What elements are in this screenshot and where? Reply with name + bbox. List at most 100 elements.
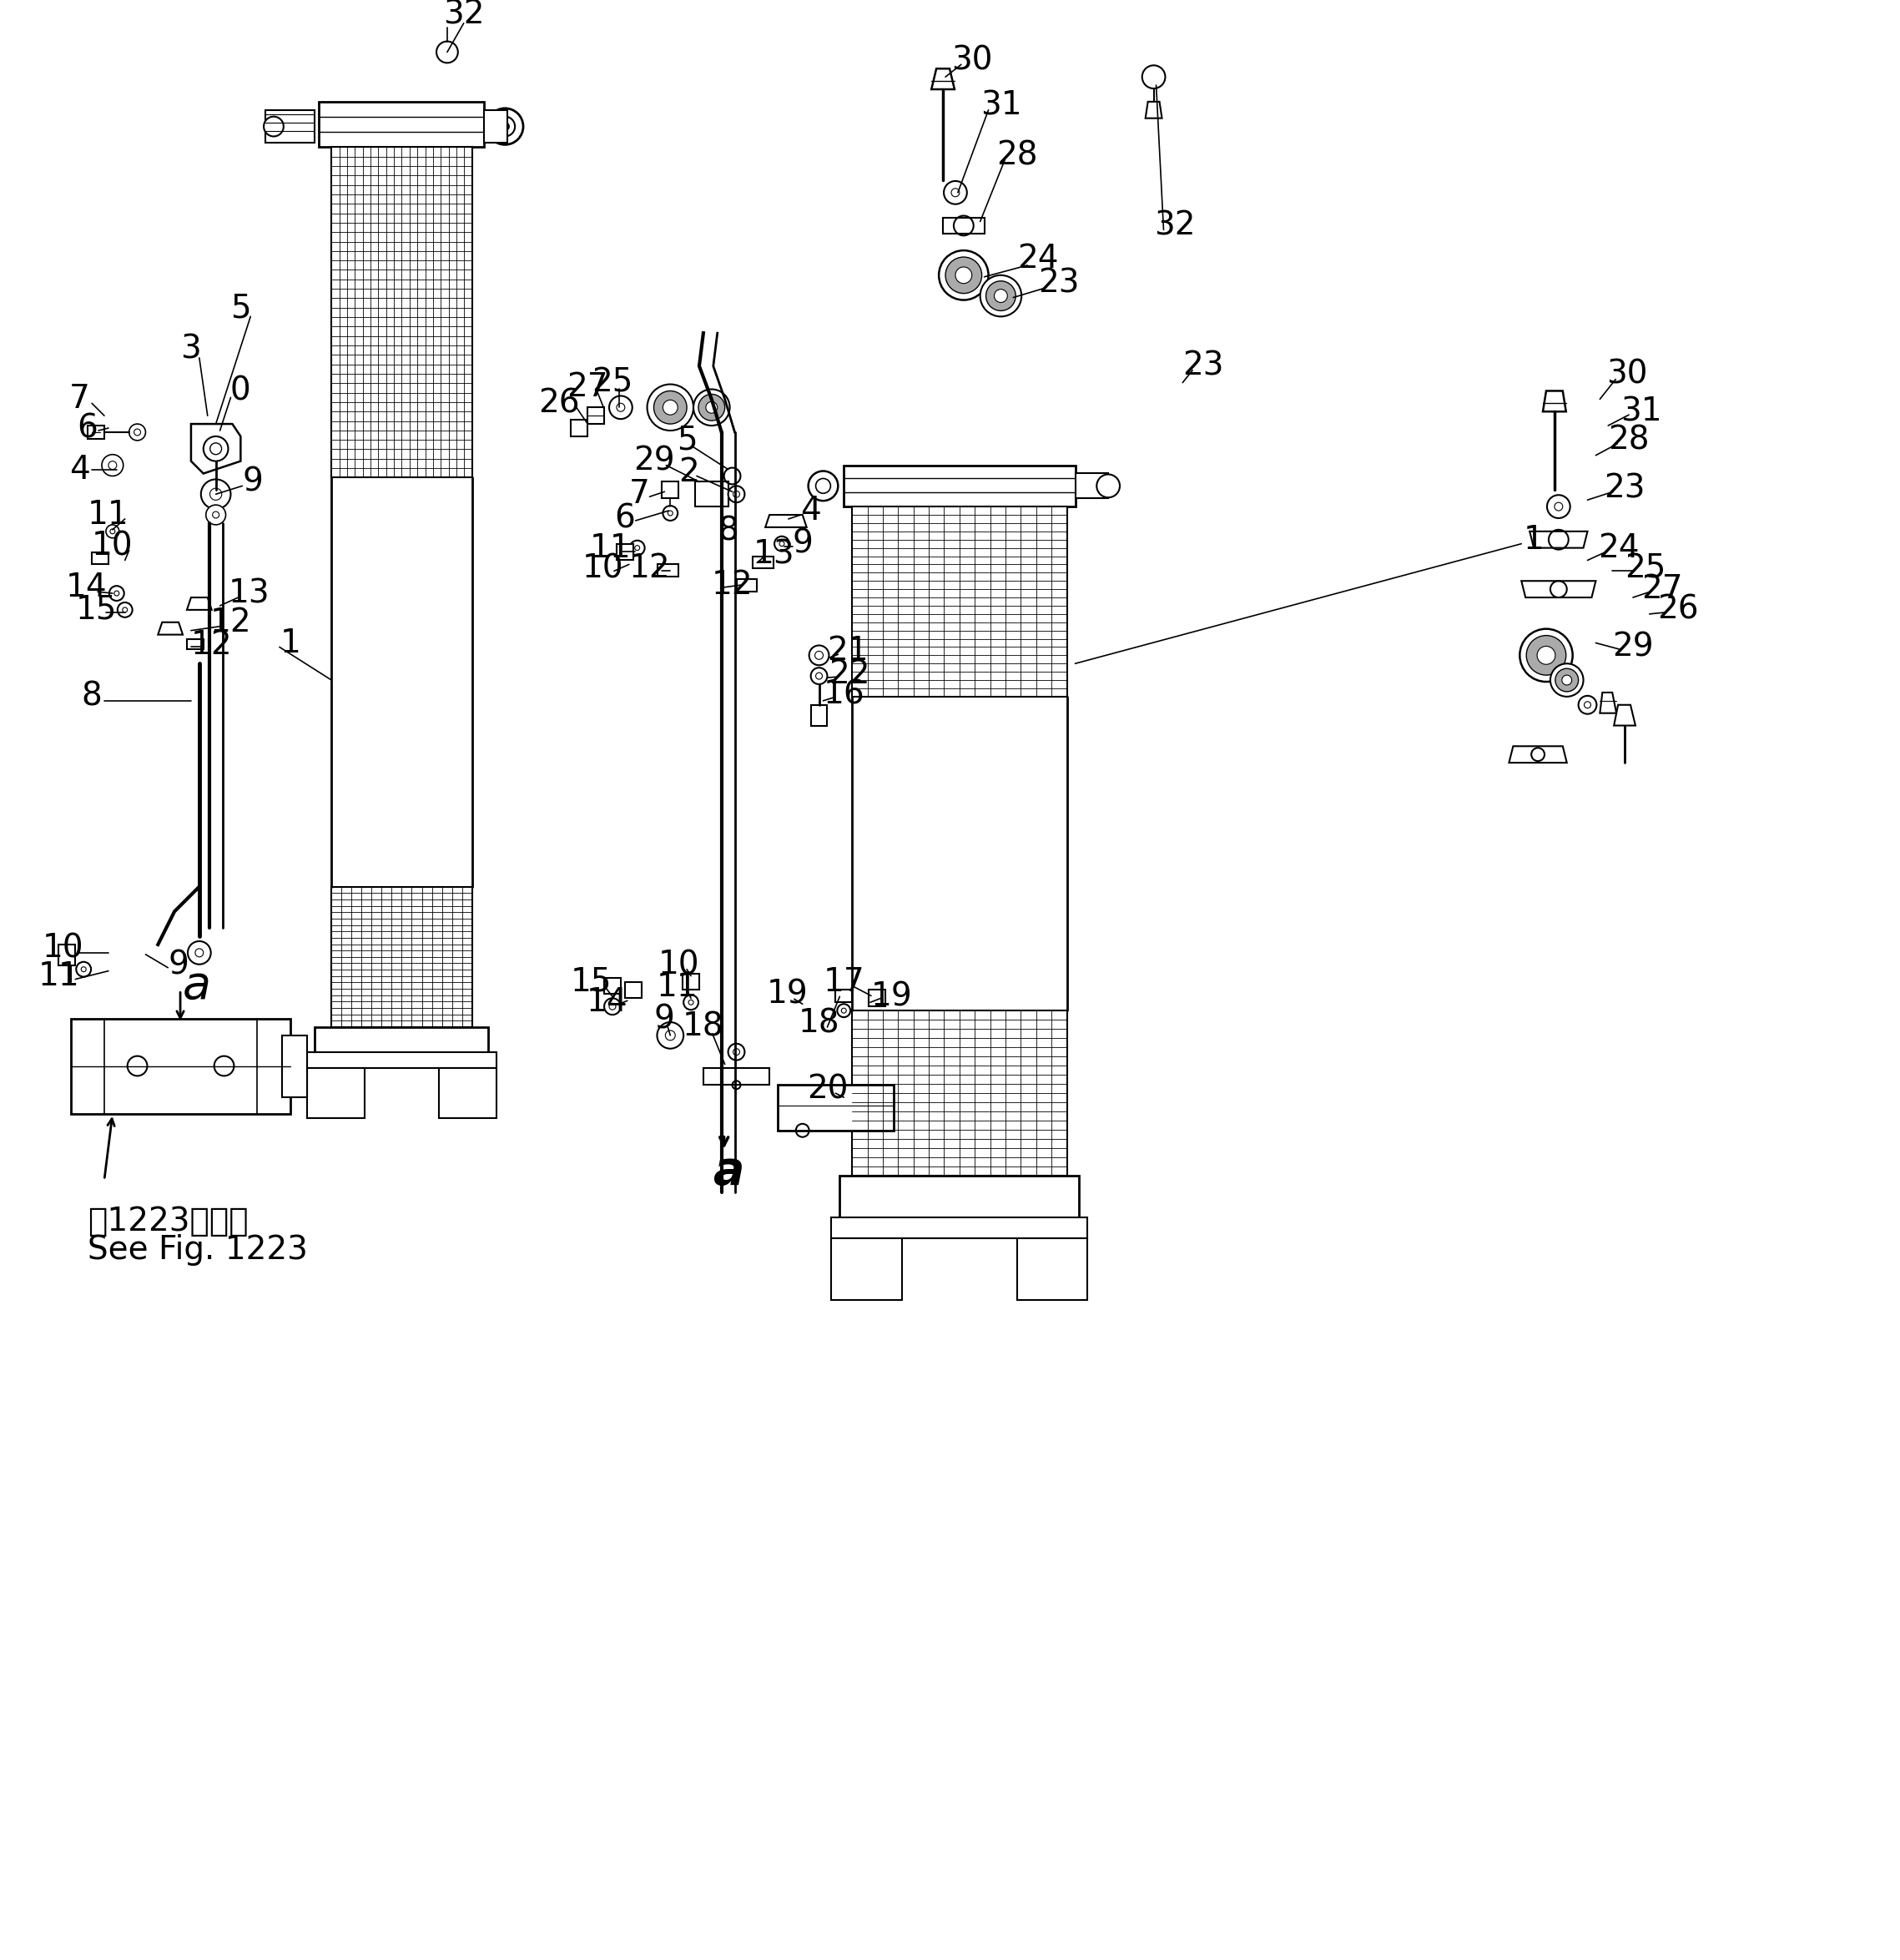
Text: 第1223図参照: 第1223図参照 [87,1205,249,1237]
Polygon shape [1600,692,1617,713]
Bar [1075,474,1108,498]
Text: 25: 25 [593,367,633,398]
Polygon shape [439,1068,496,1117]
Circle shape [108,461,116,468]
Text: 31: 31 [1621,396,1662,427]
Text: 25: 25 [1624,553,1666,584]
Circle shape [201,480,230,510]
Circle shape [196,949,203,956]
Circle shape [699,394,724,421]
Polygon shape [1613,706,1636,725]
Circle shape [694,390,730,425]
Circle shape [728,486,745,502]
Text: 30: 30 [1607,359,1647,390]
Text: 32: 32 [443,0,484,31]
Text: 4: 4 [800,494,821,527]
Circle shape [110,529,116,533]
Circle shape [629,541,644,555]
Polygon shape [682,974,699,990]
Circle shape [604,998,621,1015]
Text: 10: 10 [91,531,133,563]
Circle shape [1547,496,1569,517]
Bar [281,1035,306,1098]
Text: 10: 10 [581,553,623,584]
Text: 0: 0 [230,374,251,408]
Text: 4: 4 [68,453,89,486]
Circle shape [502,122,509,131]
Text: 6: 6 [614,504,635,535]
Text: 31: 31 [980,90,1022,122]
Bar [840,1176,1079,1217]
Text: 23: 23 [1182,351,1224,382]
Text: 27: 27 [566,370,608,402]
Text: 8: 8 [718,515,739,547]
Polygon shape [306,1068,365,1117]
Circle shape [264,116,283,137]
Text: 3: 3 [180,333,201,365]
Circle shape [944,180,967,204]
Polygon shape [1522,580,1596,598]
Circle shape [663,400,678,416]
Text: 9: 9 [654,1004,674,1035]
Text: 12: 12 [211,606,251,639]
Text: 28: 28 [997,139,1037,171]
Text: 28: 28 [1607,425,1649,457]
Circle shape [667,512,673,515]
Text: 11: 11 [655,972,697,1004]
Circle shape [1556,668,1579,692]
Polygon shape [618,543,633,561]
Text: 1: 1 [1524,523,1545,555]
Text: 11: 11 [87,500,129,531]
Text: 9: 9 [169,949,188,982]
Circle shape [648,384,694,431]
Text: 13: 13 [752,539,794,570]
Circle shape [1526,635,1566,674]
Circle shape [952,188,960,196]
Circle shape [106,525,120,537]
Circle shape [135,429,141,435]
Text: 12: 12 [192,629,232,661]
Polygon shape [868,990,885,1007]
Circle shape [994,290,1007,302]
Circle shape [980,274,1022,316]
Circle shape [808,470,838,502]
Bar [851,1011,1068,1176]
Bar [851,506,1068,696]
Circle shape [1096,474,1119,498]
Circle shape [496,116,515,137]
Circle shape [209,488,222,500]
Text: 15: 15 [76,594,116,625]
Polygon shape [186,639,203,649]
Text: 30: 30 [952,45,992,76]
Text: 19: 19 [870,980,912,1013]
Bar [484,110,507,143]
Text: 23: 23 [1037,269,1079,300]
Circle shape [486,108,522,145]
Text: 12: 12 [629,553,671,584]
Circle shape [203,437,228,461]
Circle shape [815,651,823,659]
Text: 32: 32 [1153,210,1195,241]
Circle shape [82,966,85,972]
Circle shape [1585,702,1590,708]
Circle shape [688,1000,694,1005]
Text: 10: 10 [42,933,84,964]
Polygon shape [625,982,642,998]
Circle shape [103,455,124,476]
Circle shape [775,537,788,551]
Text: 26: 26 [538,388,580,419]
Circle shape [211,443,222,455]
Text: 16: 16 [823,678,864,711]
Bar [703,1068,770,1086]
Text: 21: 21 [826,635,868,666]
Text: 9: 9 [792,527,813,561]
Circle shape [610,1004,616,1009]
Bar [331,147,471,478]
Polygon shape [942,218,984,233]
Text: 1: 1 [279,627,300,659]
Circle shape [1537,647,1556,664]
Text: 10: 10 [657,949,699,982]
Polygon shape [87,425,105,439]
Circle shape [205,506,226,525]
Circle shape [654,390,686,423]
